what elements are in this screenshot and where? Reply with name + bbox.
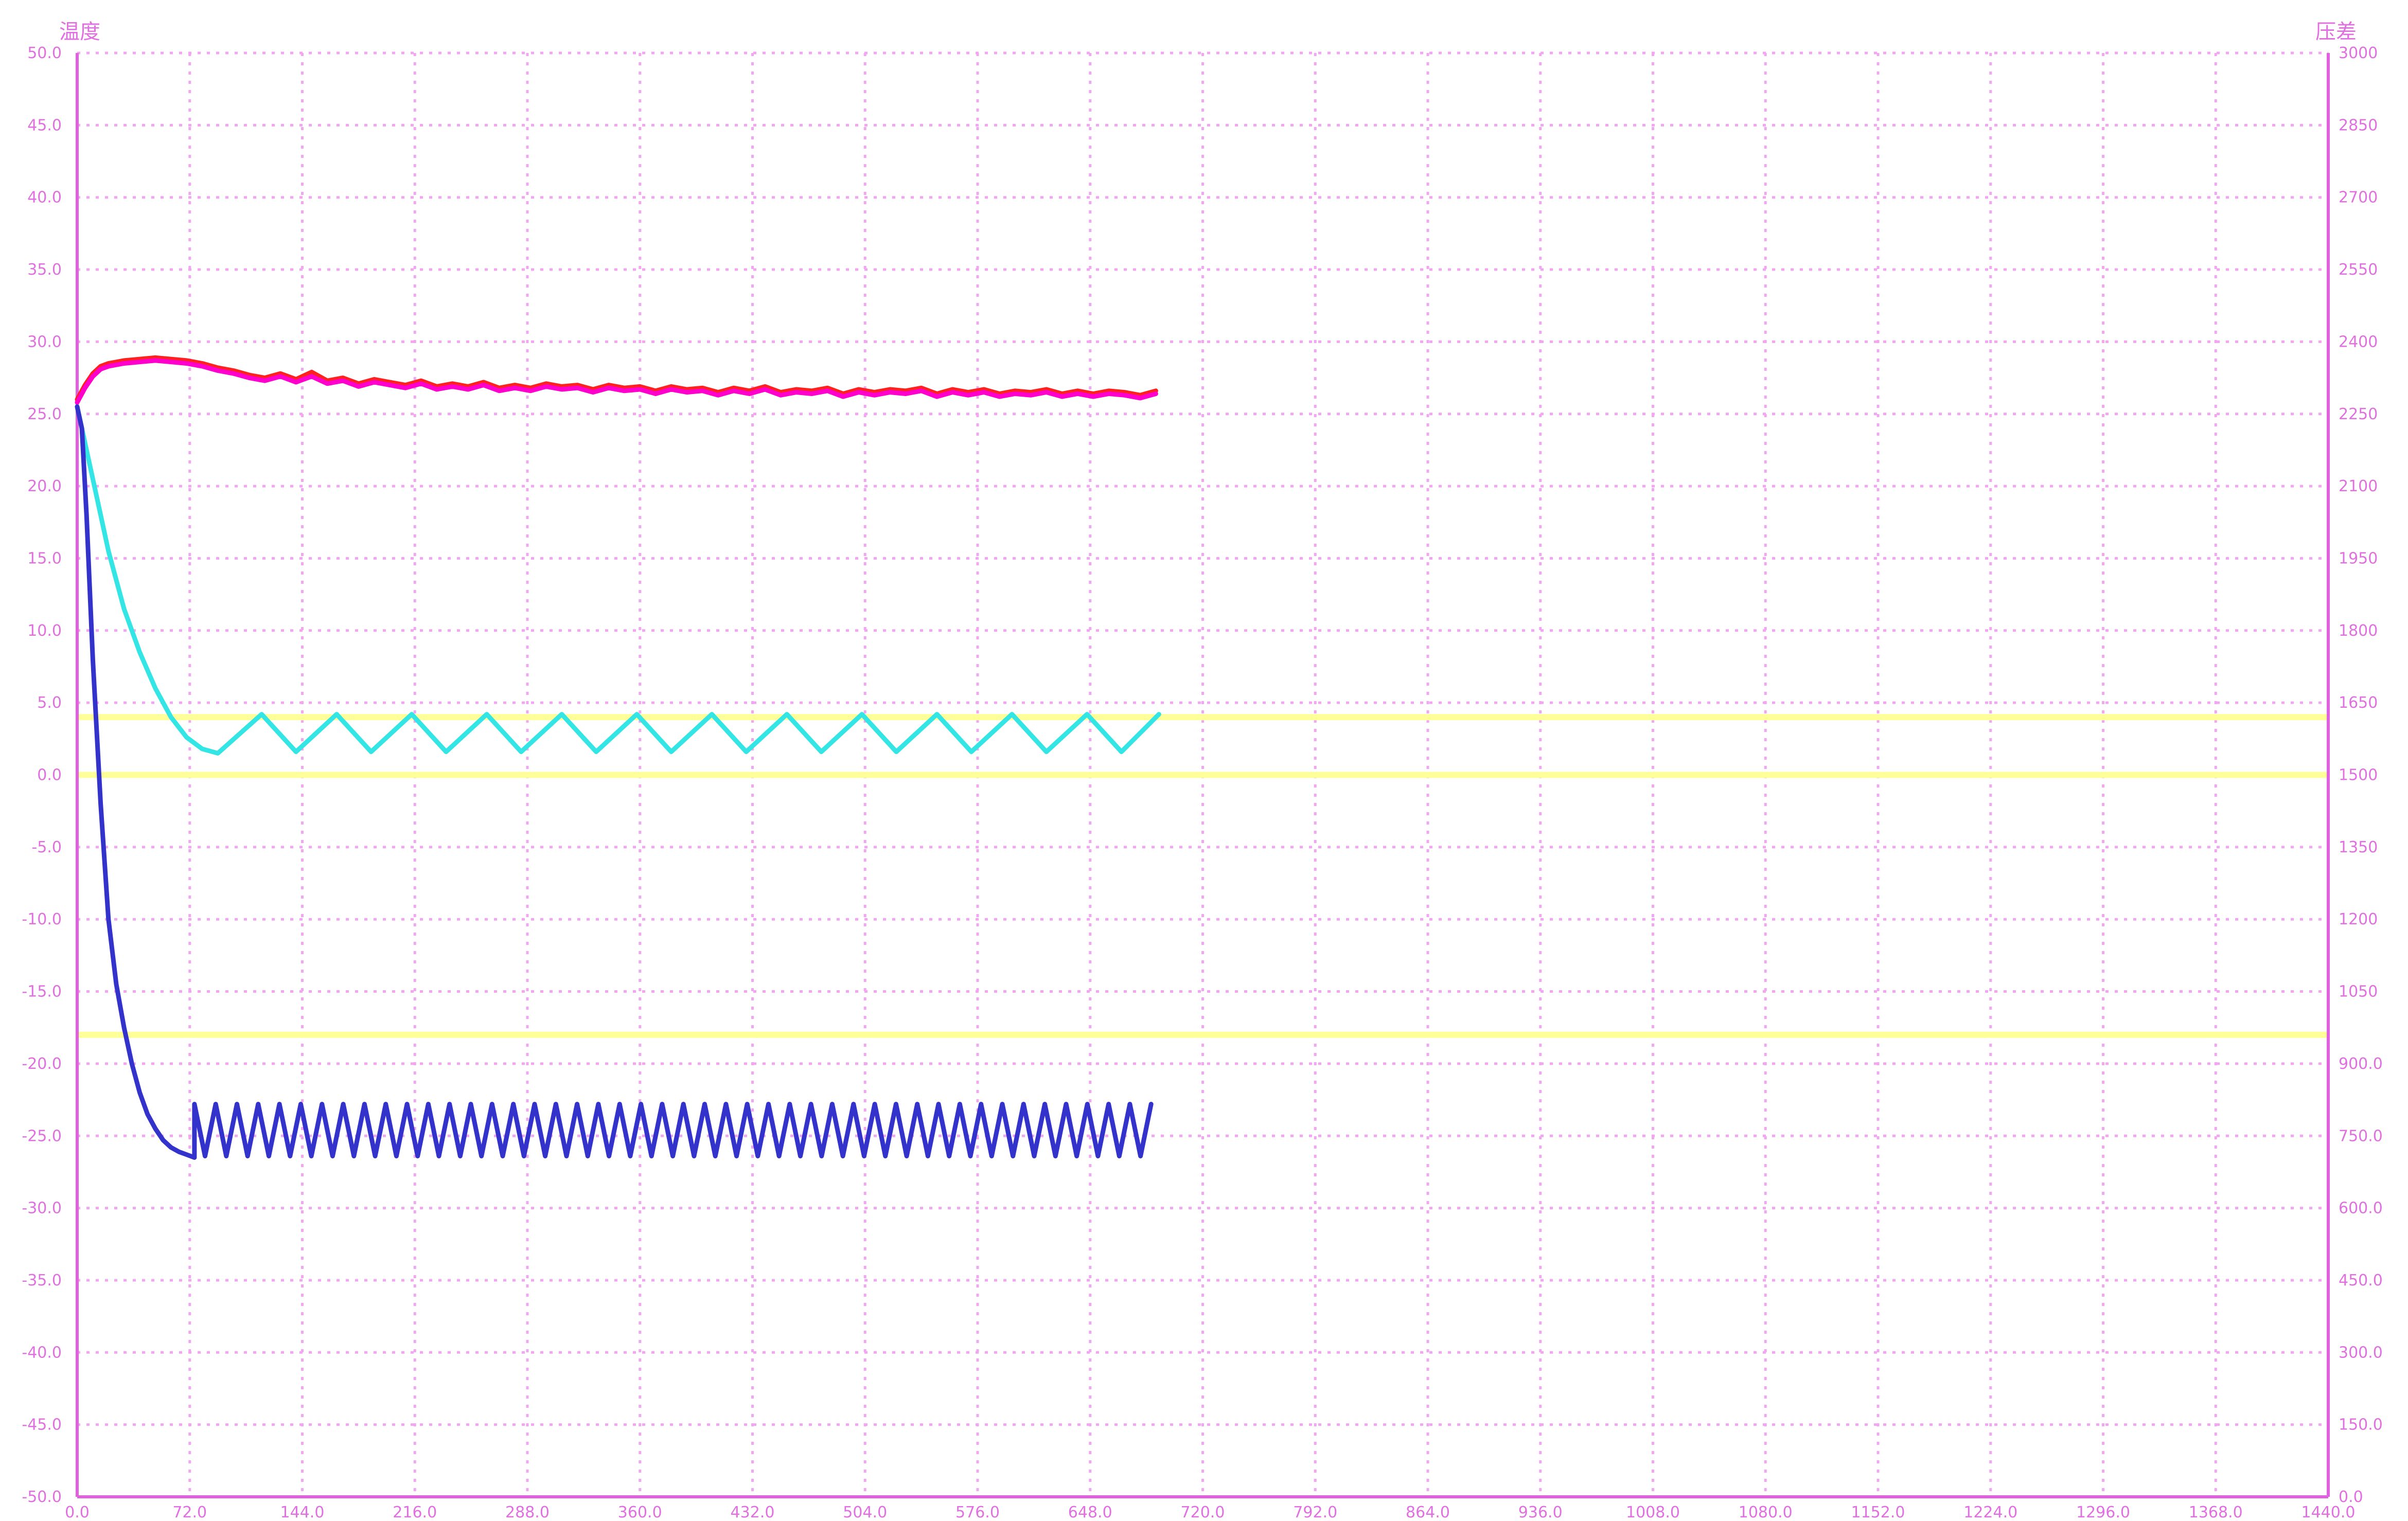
series-line-3 (75, 404, 1154, 1160)
right-tick-label: 0.0 (2339, 1488, 2363, 1506)
right-tick-label: 1650 (2339, 694, 2378, 712)
right-tick-label: 900.0 (2339, 1055, 2383, 1073)
right-tick-label: 450.0 (2339, 1272, 2383, 1290)
left-tick-label: 40.0 (27, 189, 62, 207)
left-tick-label: -25.0 (22, 1127, 62, 1145)
left-tick-label: 15.0 (27, 549, 62, 567)
left-tick-label: -45.0 (22, 1416, 62, 1434)
right-tick-label: 2550 (2339, 261, 2378, 279)
left-tick-label: 25.0 (27, 405, 62, 423)
right-tick-label: 2850 (2339, 116, 2378, 134)
tick-labels: 50.0 45.0 40.0 35.0 30.0 25.0 20.0 15.0 10.0 5.0 0… (22, 44, 2383, 1521)
x-tick-label: 1080.0 (1739, 1504, 1793, 1521)
x-tick-label: 648.0 (1068, 1504, 1112, 1521)
x-tick-label: 216.0 (393, 1504, 437, 1521)
x-tick-label: 360.0 (618, 1504, 662, 1521)
left-tick-label: 10.0 (27, 622, 62, 640)
x-tick-label: 864.0 (1406, 1504, 1450, 1521)
left-tick-label: -5.0 (31, 838, 62, 856)
x-tick-label: 1440.0 (2301, 1504, 2356, 1521)
x-tick-label: 576.0 (955, 1504, 1000, 1521)
right-tick-label: 1350 (2339, 838, 2378, 856)
x-tick-label: 288.0 (505, 1504, 550, 1521)
right-axis-title: 压差 (2315, 20, 2357, 44)
left-axis-title: 温度 (59, 20, 100, 44)
series-line-2 (75, 404, 1161, 756)
left-tick-label: -20.0 (22, 1055, 62, 1073)
right-tick-label: 2400 (2339, 333, 2378, 351)
x-tick-label: 1368.0 (2189, 1504, 2243, 1521)
x-tick-label: 1224.0 (1963, 1504, 2017, 1521)
right-tick-label: 2100 (2339, 477, 2378, 495)
left-tick-label: -35.0 (22, 1272, 62, 1290)
series-line-1 (75, 358, 1158, 405)
x-tick-label: 432.0 (731, 1504, 775, 1521)
series-lines (75, 355, 1161, 1160)
right-tick-label: 150.0 (2339, 1416, 2383, 1434)
x-tick-label: 144.0 (280, 1504, 325, 1521)
left-tick-label: -10.0 (22, 910, 62, 928)
left-tick-label: -50.0 (22, 1488, 62, 1506)
right-tick-label: 3000 (2339, 44, 2378, 62)
right-tick-label: 300.0 (2339, 1344, 2383, 1362)
left-tick-label: -15.0 (22, 983, 62, 1001)
left-tick-label: 35.0 (27, 261, 62, 279)
right-tick-label: 600.0 (2339, 1200, 2383, 1218)
left-tick-label: 50.0 (27, 44, 62, 62)
right-tick-label: 1800 (2339, 622, 2378, 640)
x-tick-label: 720.0 (1181, 1504, 1225, 1521)
right-tick-label: 1500 (2339, 766, 2378, 784)
right-tick-label: 1950 (2339, 549, 2378, 567)
x-tick-label: 1296.0 (2076, 1504, 2130, 1521)
left-tick-label: 0.0 (37, 766, 62, 784)
x-tick-label: 1152.0 (1851, 1504, 1905, 1521)
right-tick-label: 750.0 (2339, 1127, 2383, 1145)
x-tick-label: 0.0 (65, 1504, 90, 1521)
left-tick-label: -40.0 (22, 1344, 62, 1362)
left-tick-label: -30.0 (22, 1200, 62, 1218)
x-tick-label: 72.0 (172, 1504, 207, 1521)
x-tick-label: 936.0 (1518, 1504, 1563, 1521)
threshold-lines (77, 714, 2328, 1038)
right-tick-label: 1050 (2339, 983, 2378, 1001)
left-tick-label: 30.0 (27, 333, 62, 351)
left-tick-label: 45.0 (27, 116, 62, 134)
axes (76, 53, 2330, 1498)
x-tick-label: 1008.0 (1626, 1504, 1680, 1521)
x-tick-label: 504.0 (843, 1504, 887, 1521)
right-tick-label: 2250 (2339, 405, 2378, 423)
series-line-0 (75, 355, 1158, 402)
right-tick-label: 1200 (2339, 910, 2378, 928)
left-tick-label: 5.0 (37, 694, 62, 712)
x-tick-label: 792.0 (1293, 1504, 1337, 1521)
left-tick-label: 20.0 (27, 477, 62, 495)
right-tick-label: 2700 (2339, 189, 2378, 207)
